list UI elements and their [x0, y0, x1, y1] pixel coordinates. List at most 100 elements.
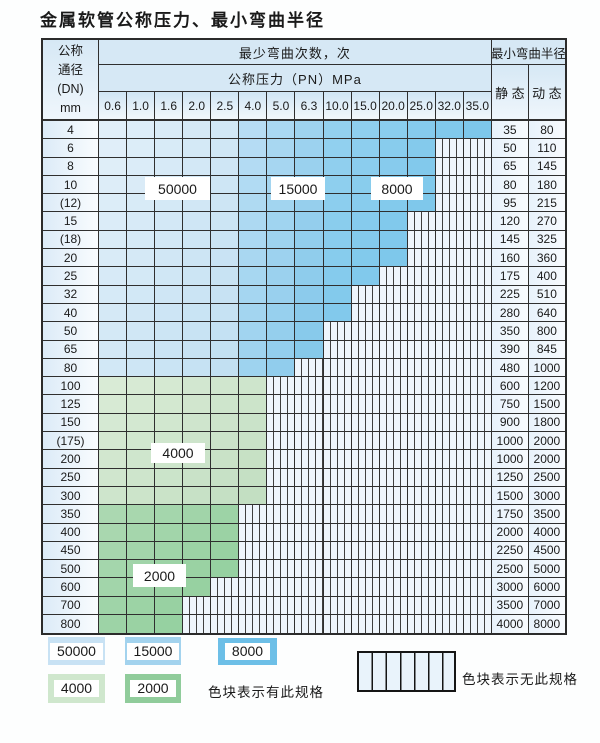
spec-cell	[99, 450, 128, 469]
nospec-cell	[435, 432, 464, 451]
spec-cell	[127, 505, 156, 524]
nospec-cell	[435, 615, 464, 634]
spec-cell	[99, 468, 128, 487]
nospec-cell	[379, 285, 408, 304]
nospec-cell	[323, 596, 352, 616]
nospec-cell	[351, 322, 380, 341]
nospec-cell	[267, 413, 296, 433]
nospec-cell	[435, 230, 464, 250]
spec-cell	[239, 249, 268, 268]
spec-cell	[183, 285, 212, 304]
dn-cell: 4	[43, 121, 99, 140]
legend-swatch-8000: 8000	[218, 638, 277, 665]
spec-cell	[99, 578, 128, 597]
static-radius-cell: 2250	[491, 541, 529, 561]
nospec-cell	[295, 395, 324, 414]
nospec-cell	[463, 413, 492, 433]
pressure-tick-cell: 1.0	[127, 92, 156, 121]
nospec-cell	[267, 450, 296, 469]
spec-table: 公称 通径 (DN) mm 最少弯曲次数，次 最小弯曲半径 公称压力（PN）MP…	[41, 38, 567, 636]
dynamic-radius-cell: 215	[528, 194, 565, 213]
nospec-cell	[463, 450, 492, 469]
spec-cell	[295, 230, 324, 250]
nospec-cell	[435, 578, 464, 597]
dynamic-radius-cell: 2000	[528, 432, 565, 451]
dynamic-radius-cell: 1500	[528, 395, 565, 414]
nospec-cell	[323, 395, 352, 414]
spec-cell	[267, 249, 296, 268]
nospec-cell	[379, 413, 408, 433]
spec-cell	[295, 212, 324, 231]
spec-cell	[183, 377, 212, 396]
nospec-cell	[267, 596, 296, 616]
nospec-cell	[435, 249, 464, 268]
nospec-cell	[435, 596, 464, 616]
nospec-cell	[351, 303, 380, 323]
spec-cell	[99, 157, 128, 176]
spec-cell	[323, 157, 352, 176]
spec-cell	[211, 395, 240, 414]
spec-cell	[323, 303, 352, 323]
dn-cell: 600	[43, 578, 99, 597]
dynamic-radius-cell: 110	[528, 139, 565, 158]
dynamic-radius-cell: 3000	[528, 486, 565, 506]
nospec-cell	[435, 468, 464, 487]
nospec-cell	[463, 486, 492, 506]
nospec-cell	[351, 468, 380, 487]
legend-swatch-50000: 50000	[48, 637, 105, 665]
pressure-tick-cell: 2.0	[183, 92, 212, 121]
nospec-cell	[239, 615, 268, 634]
nospec-cell	[267, 395, 296, 414]
nospec-cell	[463, 267, 492, 286]
static-radius-cell: 1500	[491, 486, 529, 506]
static-radius-cell: 65	[491, 157, 529, 176]
spec-cell	[267, 139, 296, 158]
spec-cell	[239, 486, 268, 506]
legend-swatch-label: 4000	[53, 680, 100, 697]
nospec-cell	[407, 249, 436, 268]
spec-cell	[211, 486, 240, 506]
spec-cell	[183, 267, 212, 286]
nospec-cell	[267, 615, 296, 634]
spec-cell	[99, 486, 128, 506]
nospec-cell	[463, 157, 492, 176]
dn-cell: 350	[43, 505, 99, 524]
nospec-cell	[323, 377, 352, 396]
nospec-cell	[323, 523, 352, 542]
spec-cell	[211, 249, 240, 268]
pressure-tick-cell: 0.6	[99, 92, 128, 121]
spec-cell	[379, 212, 408, 231]
pressure-tick-cell: 2.5	[211, 92, 240, 121]
spec-cell	[99, 303, 128, 323]
dn-cell: (12)	[43, 194, 99, 213]
spec-cell	[351, 249, 380, 268]
spec-cell	[99, 413, 128, 433]
spec-cell	[295, 322, 324, 341]
spec-cell	[127, 267, 156, 286]
spec-cell	[239, 121, 268, 140]
nospec-cell	[211, 615, 240, 634]
spec-cell	[99, 175, 128, 195]
spec-cell	[379, 121, 408, 140]
nospec-cell	[295, 468, 324, 487]
dynamic-radius-cell: 400	[528, 267, 565, 286]
spec-cell	[127, 157, 156, 176]
nospec-cell	[379, 340, 408, 359]
nospec-cell	[295, 596, 324, 616]
spec-cell	[183, 486, 212, 506]
nospec-cell	[351, 340, 380, 359]
dn-cell: 100	[43, 377, 99, 396]
nospec-cell	[239, 596, 268, 616]
spec-cell	[239, 413, 268, 433]
nospec-cell	[323, 560, 352, 579]
spec-cell	[211, 468, 240, 487]
nospec-cell	[407, 541, 436, 561]
spec-cell	[127, 523, 156, 542]
nospec-cell	[267, 377, 296, 396]
spec-cell	[183, 468, 212, 487]
nospec-cell	[239, 560, 268, 579]
spec-cell	[127, 468, 156, 487]
dynamic-radius-cell: 8000	[528, 615, 565, 634]
spec-cell	[211, 450, 240, 469]
pressure-tick-cell: 6.3	[295, 92, 324, 121]
